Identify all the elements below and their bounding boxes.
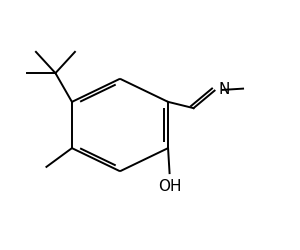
Text: N: N	[218, 82, 230, 97]
Text: OH: OH	[158, 180, 181, 194]
